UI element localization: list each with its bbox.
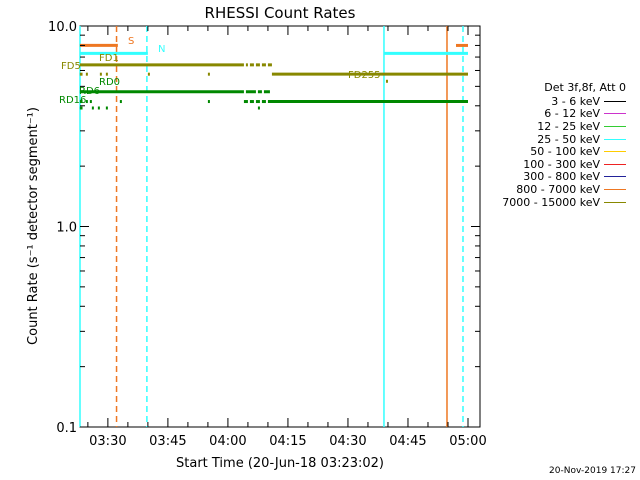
flag-label: S xyxy=(128,36,134,47)
x-axis-label: Start Time (20-Jun-18 03:23:02) xyxy=(176,456,384,471)
legend-entry: 25 - 50 keV xyxy=(478,133,630,146)
flag-label: RD0 xyxy=(99,77,120,88)
x-tick-label: 04:30 xyxy=(329,434,366,449)
legend-swatch xyxy=(604,125,626,127)
legend-header: Det 3f,8f, Att 0 xyxy=(544,81,626,94)
legend-swatch xyxy=(604,163,626,165)
timestamp: 20-Nov-2019 17:27 xyxy=(549,466,636,476)
x-tick-label: 03:45 xyxy=(149,434,186,449)
y-axis-label: Count Rate (s⁻¹ detector segment⁻¹) xyxy=(26,107,41,345)
legend-entry: 7000 - 15000 keV xyxy=(478,196,630,209)
x-tick-label: 05:00 xyxy=(449,434,486,449)
legend-swatch xyxy=(604,188,626,190)
legend-swatch xyxy=(604,100,626,102)
x-tick-label: 03:30 xyxy=(89,434,126,449)
legend-entry-label: 12 - 25 keV xyxy=(537,119,600,133)
legend-entry-label: 3 - 6 keV xyxy=(551,94,600,108)
legend-entry: 6 - 12 keV xyxy=(478,107,630,121)
legend-entry: 12 - 25 keV xyxy=(478,120,630,133)
flag-label: FD1 xyxy=(99,53,119,64)
y-tick-label: 0.1 xyxy=(56,421,77,436)
legend: Det 3f,8f, Att 0 3 - 6 keV 6 - 12 keV 12 -… xyxy=(478,80,630,209)
flag-label: RD6 xyxy=(79,86,100,97)
legend-entry: 50 - 100 keV xyxy=(478,145,630,158)
y-tick-label: 10.0 xyxy=(48,20,77,35)
legend-entry-label: 6 - 12 keV xyxy=(544,107,600,121)
legend-swatch xyxy=(604,151,626,153)
legend-entry-label: 800 - 7000 keV xyxy=(516,182,600,196)
legend-entry: 3 - 6 keV xyxy=(478,95,630,108)
y-tick-label: 1.0 xyxy=(56,221,77,236)
plot-area xyxy=(79,25,481,428)
flag-label: FD255 xyxy=(348,70,381,81)
x-tick-label: 04:00 xyxy=(209,434,246,449)
legend-entry-label: 50 - 100 keV xyxy=(530,145,600,159)
flag-label: RD16 xyxy=(59,95,86,106)
legend-entry: 300 - 800 keV xyxy=(478,170,630,184)
legend-entry-label: 25 - 50 keV xyxy=(537,132,600,146)
legend-swatch xyxy=(604,176,626,178)
legend-entry: 800 - 7000 keV xyxy=(478,183,630,196)
legend-entry-label: 300 - 800 keV xyxy=(523,170,600,184)
legend-swatch xyxy=(604,201,626,203)
legend-swatch xyxy=(604,138,626,140)
legend-swatch xyxy=(604,113,626,115)
x-tick-label: 04:45 xyxy=(389,434,426,449)
x-tick-label: 04:15 xyxy=(269,434,306,449)
chart-title: RHESSI Count Rates xyxy=(205,4,356,22)
flag-label: N xyxy=(158,44,165,55)
legend-entry-label: 7000 - 15000 keV xyxy=(502,195,600,209)
legend-entry-label: 100 - 300 keV xyxy=(523,157,600,171)
flag-label: FD5 xyxy=(61,61,81,72)
legend-entry: 100 - 300 keV xyxy=(478,158,630,171)
